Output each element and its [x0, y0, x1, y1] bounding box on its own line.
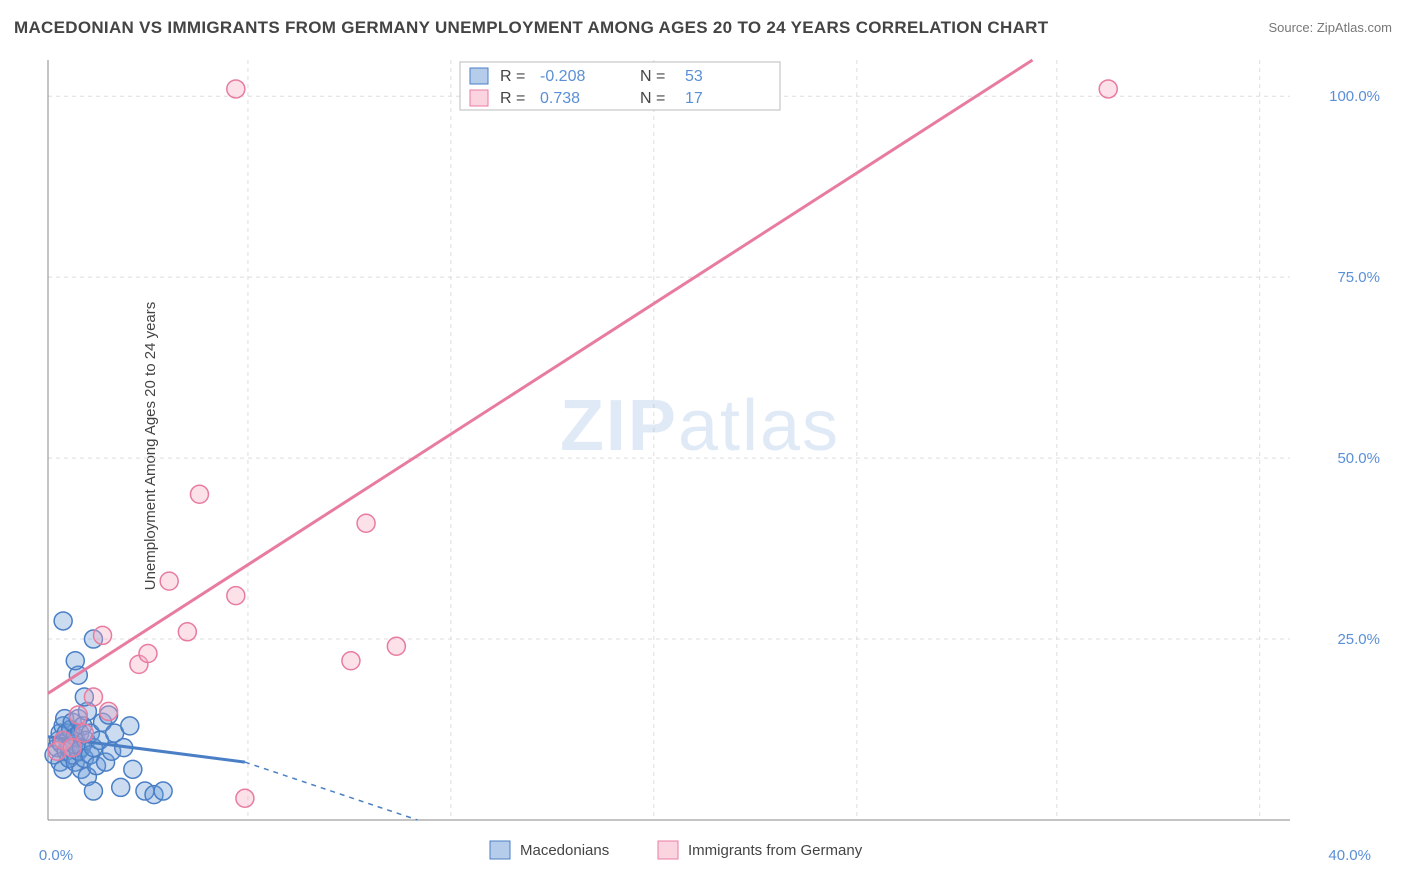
point-germany — [160, 572, 178, 590]
point-germany — [227, 80, 245, 98]
r-value: 0.738 — [540, 90, 580, 107]
x-tick-label: 40.0% — [1328, 847, 1371, 864]
point-macedonians — [66, 652, 84, 670]
y-tick-label: 75.0% — [1337, 269, 1380, 286]
point-macedonians — [84, 782, 102, 800]
trend-germany — [48, 60, 1033, 693]
point-macedonians — [124, 760, 142, 778]
point-germany — [139, 645, 157, 663]
stats-swatch — [470, 90, 488, 106]
n-label: N = — [640, 68, 665, 85]
y-tick-label: 50.0% — [1337, 450, 1380, 467]
legend-swatch — [490, 841, 510, 859]
point-germany — [75, 724, 93, 742]
x-tick-label: 0.0% — [39, 847, 73, 864]
point-germany — [94, 626, 112, 644]
stats-swatch — [470, 68, 488, 84]
point-macedonians — [112, 778, 130, 796]
point-germany — [387, 637, 405, 655]
trend-dash-macedonians — [245, 762, 418, 820]
legend-label: Macedonians — [520, 842, 609, 859]
r-label: R = — [500, 90, 525, 107]
point-germany — [342, 652, 360, 670]
n-value: 17 — [685, 90, 703, 107]
legend-label: Immigrants from Germany — [688, 842, 863, 859]
legend-swatch — [658, 841, 678, 859]
n-label: N = — [640, 90, 665, 107]
point-germany — [84, 688, 102, 706]
y-tick-label: 100.0% — [1329, 88, 1380, 105]
point-germany — [227, 587, 245, 605]
watermark: ZIPatlas — [560, 386, 840, 466]
point-germany — [178, 623, 196, 641]
point-macedonians — [154, 782, 172, 800]
point-germany — [236, 789, 254, 807]
point-germany — [1099, 80, 1117, 98]
point-germany — [69, 706, 87, 724]
point-macedonians — [54, 612, 72, 630]
scatter-chart: 25.0% 50.0% 75.0% 100.0% 0.0% 40.0% ZIPatlas R … — [0, 0, 1406, 892]
point-macedonians — [121, 717, 139, 735]
r-label: R = — [500, 68, 525, 85]
point-germany — [190, 485, 208, 503]
point-germany — [63, 739, 81, 757]
point-germany — [357, 514, 375, 532]
y-tick-label: 25.0% — [1337, 631, 1380, 648]
point-germany — [100, 702, 118, 720]
r-value: -0.208 — [540, 68, 585, 85]
n-value: 53 — [685, 68, 703, 85]
